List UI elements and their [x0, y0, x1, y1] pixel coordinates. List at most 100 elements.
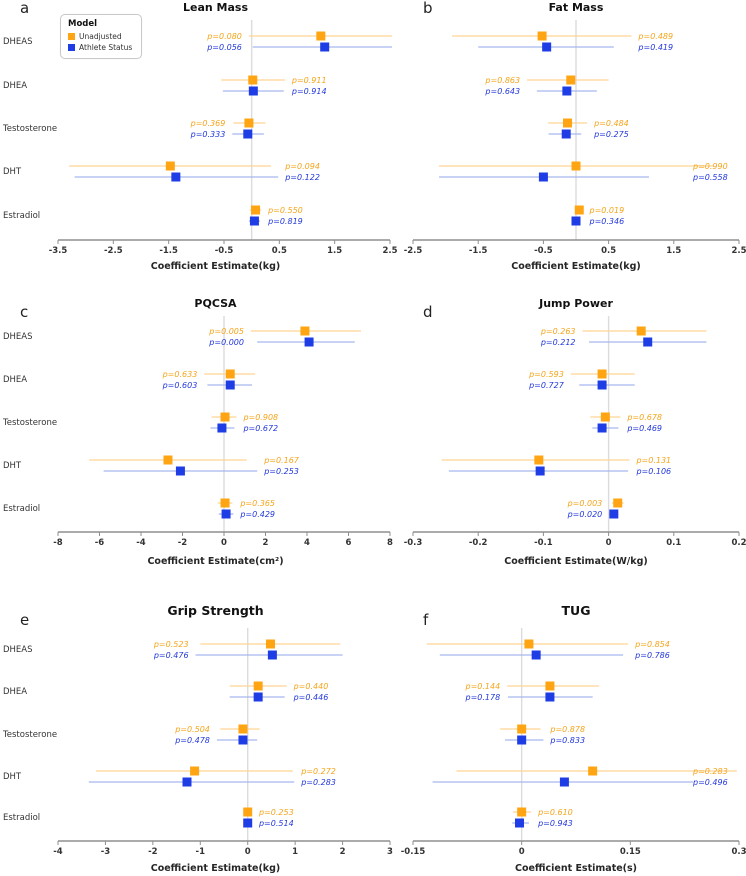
unadjusted-estimate-marker [574, 205, 584, 215]
athlete-status-p-value: p=0.603 [162, 381, 198, 390]
row-label-estradiol: Estradiol [3, 504, 41, 514]
x-axis-tick-label: 1.5 [327, 246, 342, 256]
athlete-status-estimate-marker [171, 172, 181, 182]
unadjusted-estimate-marker [636, 326, 646, 336]
x-axis-tick-label: -0.3 [404, 538, 423, 548]
unadjusted-p-value: p=0.484 [593, 119, 629, 128]
legend-entry-label: Athlete Status [79, 43, 133, 52]
unadjusted-estimate-marker [517, 807, 527, 817]
x-axis-label: Coefficient Estimate(kg) [150, 261, 281, 272]
athlete-status-p-value: p=0.672 [242, 424, 278, 433]
panel-letter: f [423, 611, 429, 629]
athlete-status-p-value: p=0.943 [537, 819, 573, 828]
x-axis-tick-label: -2.5 [404, 246, 423, 256]
athlete-status-estimate-marker [531, 650, 541, 660]
x-axis-tick-label: 1 [292, 847, 298, 857]
athlete-status-estimate-marker [243, 818, 253, 828]
x-axis-tick-label: 0.5 [601, 246, 616, 256]
row-label-dheas: DHEAS [3, 37, 33, 47]
x-axis-tick-label: 6 [346, 538, 352, 548]
athlete-status-p-value: p=0.056 [206, 43, 242, 52]
unadjusted-estimate-marker [316, 31, 326, 41]
unadjusted-p-value: p=0.365 [239, 499, 275, 508]
unadjusted-estimate-marker [600, 412, 610, 422]
unadjusted-p-value: p=0.550 [267, 206, 303, 215]
athlete-status-p-value: p=0.496 [692, 778, 728, 787]
athlete-status-p-value: p=0.786 [634, 651, 670, 660]
athlete-status-estimate-marker [535, 466, 545, 476]
legend-entry-label: Unadjusted [79, 32, 122, 41]
unadjusted-p-value: p=0.005 [208, 327, 244, 336]
x-axis-tick-label: -1.5 [469, 246, 488, 256]
panel-letter: c [20, 303, 29, 321]
unadjusted-estimate-marker [244, 118, 254, 128]
x-axis-tick-label: -2 [178, 538, 188, 548]
athlete-status-p-value: p=0.833 [549, 736, 585, 745]
athlete-status-p-value: p=0.253 [263, 467, 299, 476]
row-label-dhea: DHEA [3, 687, 28, 697]
panel-letter: e [20, 611, 30, 629]
unadjusted-estimate-marker [517, 724, 527, 734]
x-axis-tick-label: 0.15 [620, 847, 641, 857]
athlete-status-estimate-marker [597, 380, 607, 390]
row-label-dhea: DHEA [3, 375, 28, 385]
unadjusted-estimate-marker [253, 681, 263, 691]
legend-entry-athlete-status: Athlete Status [68, 42, 132, 53]
x-axis-tick-label: 3 [387, 847, 393, 857]
unadjusted-p-value: p=0.019 [589, 206, 625, 215]
unadjusted-p-value: p=0.504 [174, 725, 210, 734]
legend-entry-unadjusted: Unadjusted [68, 31, 132, 42]
unadjusted-estimate-marker [243, 807, 253, 817]
athlete-status-estimate-marker [320, 42, 330, 52]
athlete-status-p-value: p=0.558 [692, 173, 728, 182]
forest-plot-svg: -0.3 -0.2 -0.1 0 0.1 0.2 p=0.263 p=0.212 p=0.593… [404, 316, 746, 548]
x-axis-tick-label: -0.1 [534, 538, 553, 548]
x-axis-tick-label: 2.5 [731, 246, 746, 256]
row-label-dht: DHT [3, 772, 22, 782]
row-label-dht: DHT [3, 167, 22, 177]
athlete-status-estimate-marker [609, 509, 619, 519]
x-axis-tick-label: 0.3 [731, 847, 746, 857]
panel-title: Lean Mass [182, 1, 249, 14]
athlete-status-p-value: p=0.275 [593, 130, 629, 139]
unadjusted-estimate-marker [165, 161, 175, 171]
x-axis-tick-label: 0 [221, 538, 227, 548]
unadjusted-p-value: p=0.854 [634, 640, 670, 649]
forest-plot-svg: -8 -6 -4 -2 0 2 4 6 8 p=0.005 p=0.000 p=0.633 p=0.60… [53, 316, 393, 548]
unadjusted-swatch-icon [68, 33, 75, 40]
x-axis-label: Coefficient Estimate(kg) [150, 863, 281, 874]
forest-plot-svg: -4 -3 -2 -1 0 1 2 3 p=0.523 p=0.476 p=0.440 p=0.446… [53, 628, 393, 857]
unadjusted-p-value: p=0.911 [291, 76, 327, 85]
unadjusted-estimate-marker [220, 498, 230, 508]
panel-c-pqcsa: c PQCSA Coefficient Estimate(cm²) -8 -6 -4… [0, 292, 393, 584]
panel-b-fat-mass: b Fat Mass Coefficient Estimate(kg) -2.5… [373, 0, 746, 292]
x-axis-tick-label: -0.15 [401, 847, 426, 857]
x-axis-tick-label: -8 [53, 538, 63, 548]
panel-title: Fat Mass [548, 1, 604, 14]
unadjusted-estimate-marker [251, 205, 261, 215]
row-label-testosterone: Testosterone [3, 418, 58, 428]
x-axis-tick-label: 2.5 [382, 246, 397, 256]
athlete-status-p-value: p=0.643 [484, 87, 520, 96]
unadjusted-estimate-marker [190, 766, 200, 776]
athlete-status-estimate-marker [304, 337, 314, 347]
panel-letter: a [20, 0, 30, 17]
unadjusted-p-value: p=0.144 [464, 682, 500, 691]
athlete-status-p-value: p=0.429 [239, 510, 275, 519]
unadjusted-estimate-marker [225, 369, 235, 379]
athlete-status-p-value: p=0.106 [635, 467, 671, 476]
athlete-status-p-value: p=0.283 [300, 778, 336, 787]
athlete-status-estimate-marker [542, 42, 552, 52]
row-label-testosterone: Testosterone [3, 124, 58, 134]
athlete-status-estimate-marker [248, 86, 258, 96]
x-axis-tick-label: 0 [245, 847, 251, 857]
unadjusted-estimate-marker [248, 75, 258, 85]
athlete-status-p-value: p=0.446 [293, 693, 329, 702]
unadjusted-estimate-marker [566, 75, 576, 85]
x-axis-tick-label: -6 [95, 538, 105, 548]
x-axis-tick-label: -3 [101, 847, 111, 857]
unadjusted-p-value: p=0.094 [284, 162, 320, 171]
unadjusted-p-value: p=0.878 [549, 725, 585, 734]
unadjusted-estimate-marker [588, 766, 598, 776]
